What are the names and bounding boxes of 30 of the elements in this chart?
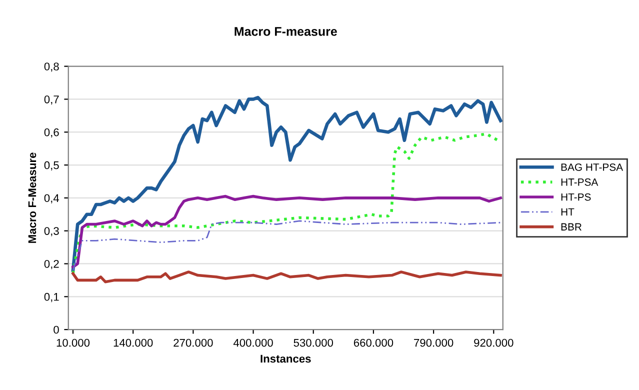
line-series	[72, 220, 502, 272]
line-series	[71, 96, 502, 272]
x-tick-label: 530.000	[294, 338, 334, 347]
legend-label: BAG HT-PSA	[561, 164, 624, 171]
x-tick-label: 10.000	[56, 338, 90, 347]
y-tick-label: 0	[54, 326, 59, 334]
legend-label: HT-PSA	[561, 178, 598, 186]
y-axis-title: Macro F-Measure	[28, 152, 36, 243]
y-tick-label: 0,5	[44, 161, 59, 170]
y-tick-label: 0,3	[44, 227, 59, 236]
y-tick-label: 0,8	[44, 62, 59, 72]
y-tick-label: 0,7	[44, 95, 59, 105]
chart-title: Macro F-measure	[234, 27, 337, 36]
line-series	[72, 270, 502, 284]
y-tick-label: 0,6	[44, 128, 59, 138]
x-tick-label: 920.000	[474, 338, 514, 347]
x-tick-label: 400.000	[233, 338, 273, 347]
x-tick-label: 790.000	[414, 338, 454, 347]
x-tick-label: 270.000	[174, 338, 213, 347]
y-tick-label: 0,4	[44, 194, 60, 204]
y-tick-label: 0,2	[44, 260, 59, 270]
line-series	[72, 194, 502, 268]
legend-label: HT	[561, 208, 574, 216]
x-tick-label: 660.000	[354, 338, 394, 347]
y-tick-label: 0,1	[44, 292, 59, 302]
line-series	[72, 132, 500, 275]
x-tick-label: 140.000	[114, 338, 153, 347]
legend-label: HT-PS	[561, 193, 591, 201]
legend-label: BBR	[561, 223, 582, 230]
x-axis-title: Instances	[260, 354, 311, 363]
